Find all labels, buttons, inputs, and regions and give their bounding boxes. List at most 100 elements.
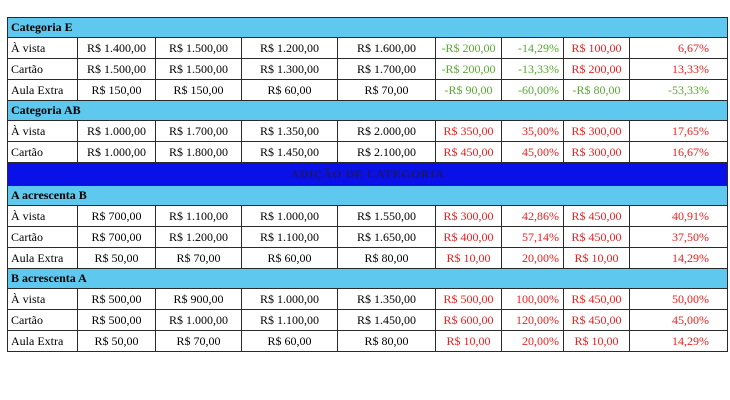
table-cell: R$ 450,00 [563,288,630,310]
table-cell: R$ 50,00 [77,330,156,352]
section-title: B acrescenta A [7,268,728,289]
row-label: Aula Extra [7,247,78,269]
table-cell: R$ 1.700,00 [337,58,436,80]
table-cell: R$ 60,00 [241,330,338,352]
table-cell: 20,00% [501,330,564,352]
table-row: À vista R$ 700,00 R$ 1.100,00 R$ 1.000,00 R$… [7,205,728,227]
table-cell: R$ 1.100,00 [241,309,338,331]
table-cell: R$ 1.500,00 [155,37,242,59]
table-cell: R$ 1.000,00 [241,205,338,227]
table-cell: -R$ 200,00 [435,37,502,59]
table-cell: R$ 1.350,00 [241,120,338,142]
row-label: Aula Extra [7,330,78,352]
table-cell: R$ 70,00 [155,330,242,352]
table-cell: R$ 1.450,00 [241,141,338,163]
table-row: Cartão R$ 700,00 R$ 1.200,00 R$ 1.100,00 R$ … [7,226,728,248]
table-cell: 6,67% [629,37,728,59]
table-cell: R$ 1.100,00 [155,205,242,227]
table-row: À vista R$ 1.400,00 R$ 1.500,00 R$ 1.200,00… [7,37,728,59]
table-cell: R$ 60,00 [241,247,338,269]
table-cell: -13,33% [501,58,564,80]
table-cell: R$ 70,00 [155,247,242,269]
table-cell: 14,29% [629,247,728,269]
table-cell: R$ 500,00 [435,288,502,310]
table-cell: R$ 10,00 [563,247,630,269]
table-cell: 17,65% [629,120,728,142]
banner-title: ADIÇÃO DE CATEGORIA [7,162,728,186]
table-cell: 40,91% [629,205,728,227]
table-cell: 45,00% [501,141,564,163]
row-label: Cartão [7,141,78,163]
table-row: Aula Extra R$ 150,00 R$ 150,00 R$ 60,00 R$ 7… [7,79,728,101]
table-cell: R$ 80,00 [337,247,436,269]
section-header-row: B acrescenta A [7,268,728,289]
table-cell: R$ 1.650,00 [337,226,436,248]
table-cell: R$ 1.600,00 [337,37,436,59]
table-cell: R$ 300,00 [563,120,630,142]
table-cell: R$ 60,00 [241,79,338,101]
table-row: Cartão R$ 1.000,00 R$ 1.800,00 R$ 1.450,00 R… [7,141,728,163]
table-cell: R$ 450,00 [563,309,630,331]
table-row: Cartão R$ 500,00 R$ 1.000,00 R$ 1.100,00 R$ … [7,309,728,331]
section-title: A acrescenta B [7,185,728,206]
table-cell: R$ 700,00 [77,205,156,227]
table-row: Aula Extra R$ 50,00 R$ 70,00 R$ 60,00 R$ 80,… [7,330,728,352]
table-cell: 16,67% [629,141,728,163]
table-cell: 37,50% [629,226,728,248]
table-cell: R$ 450,00 [435,141,502,163]
table-cell: R$ 200,00 [563,58,630,80]
table-row: Aula Extra R$ 50,00 R$ 70,00 R$ 60,00 R$ 80,… [7,247,728,269]
table-cell: R$ 1.450,00 [337,309,436,331]
table-cell: R$ 300,00 [435,205,502,227]
table-cell: R$ 500,00 [77,288,156,310]
table-row: À vista R$ 1.000,00 R$ 1.700,00 R$ 1.350,00… [7,120,728,142]
table-row: À vista R$ 500,00 R$ 900,00 R$ 1.000,00 R$ 1… [7,288,728,310]
table-row: Cartão R$ 1.500,00 R$ 1.500,00 R$ 1.300,00 R… [7,58,728,80]
table-cell: R$ 2.100,00 [337,141,436,163]
row-label: Cartão [7,58,78,80]
table-cell: R$ 1.350,00 [337,288,436,310]
row-label: Aula Extra [7,79,78,101]
table-cell: R$ 50,00 [77,247,156,269]
row-label: À vista [7,288,78,310]
table-cell: 57,14% [501,226,564,248]
table-cell: R$ 900,00 [155,288,242,310]
table-cell: R$ 1.300,00 [241,58,338,80]
table-cell: R$ 150,00 [155,79,242,101]
table-cell: R$ 1.000,00 [155,309,242,331]
table-cell: 45,00% [629,309,728,331]
table-cell: R$ 1.000,00 [77,120,156,142]
table-cell: -60,00% [501,79,564,101]
table-cell: R$ 1.700,00 [155,120,242,142]
section-title: Categoria E [7,17,728,38]
table-cell: 100,00% [501,288,564,310]
table-cell: R$ 2.000,00 [337,120,436,142]
table-cell: R$ 10,00 [563,330,630,352]
table-cell: 50,00% [629,288,728,310]
table-cell: R$ 10,00 [435,330,502,352]
table-cell: 13,33% [629,58,728,80]
row-label: À vista [7,37,78,59]
row-label: Cartão [7,309,78,331]
table-cell: R$ 70,00 [337,79,436,101]
table-cell: R$ 150,00 [77,79,156,101]
section-header-row: Categoria E [7,17,728,38]
table-cell: -R$ 200,00 [435,58,502,80]
table-cell: R$ 100,00 [563,37,630,59]
table-cell: R$ 1.500,00 [155,58,242,80]
section-header-row: A acrescenta B [7,185,728,206]
table-cell: R$ 600,00 [435,309,502,331]
table-cell: R$ 1.400,00 [77,37,156,59]
table-cell: R$ 500,00 [77,309,156,331]
table-cell: R$ 1.800,00 [155,141,242,163]
table-cell: -53,33% [629,79,728,101]
table-cell: 42,86% [501,205,564,227]
table-cell: -R$ 80,00 [563,79,630,101]
table-cell: R$ 1.500,00 [77,58,156,80]
section-header-row: Categoria AB [7,100,728,121]
table-cell: -14,29% [501,37,564,59]
table-cell: R$ 10,00 [435,247,502,269]
table-cell: R$ 400,00 [435,226,502,248]
